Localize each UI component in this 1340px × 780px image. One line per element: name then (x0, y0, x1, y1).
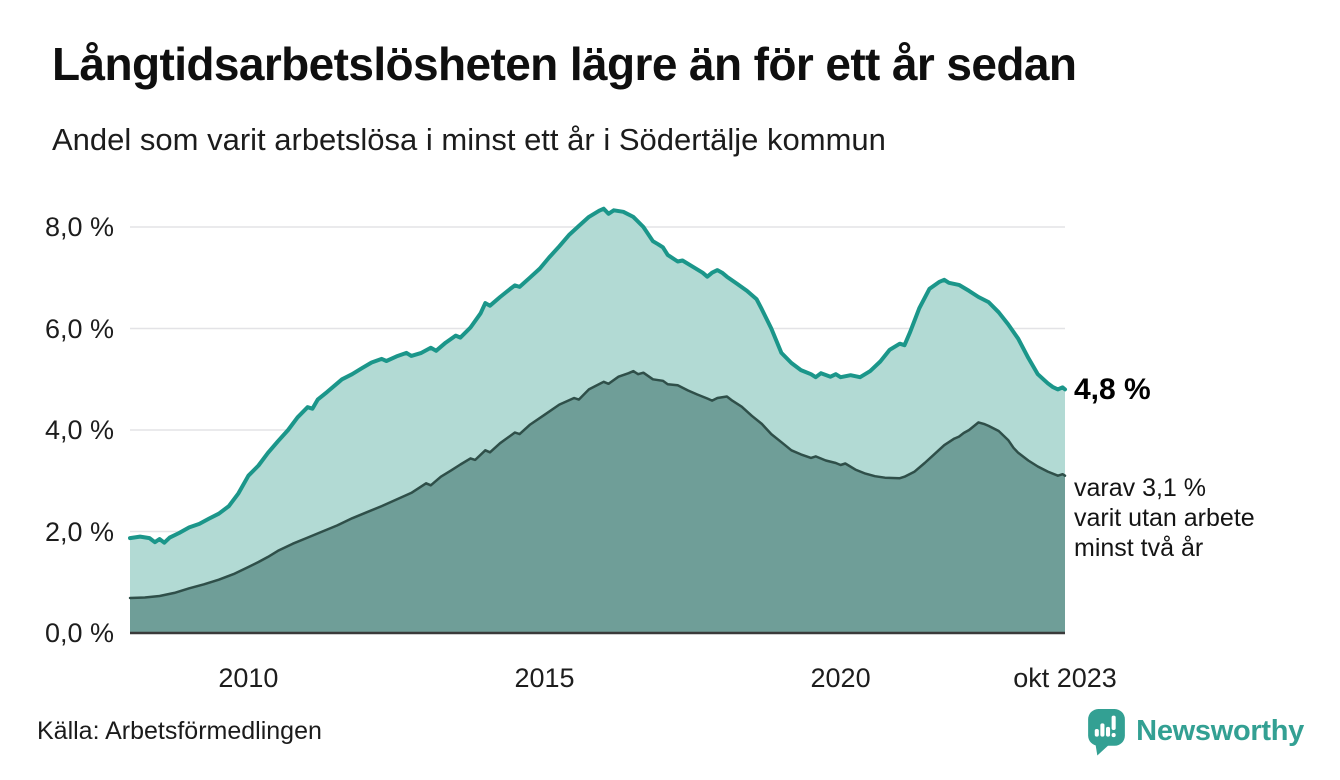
x-axis-tick-label: 2020 (810, 663, 871, 693)
x-axis-tick-label: 2015 (514, 663, 575, 693)
page-title: Långtidsarbetslösheten lägre än för ett … (52, 38, 1077, 90)
page-subtitle: Andel som varit arbetslösa i minst ett å… (52, 122, 886, 157)
logo-bar-1 (1094, 728, 1100, 737)
brand-logo: Newsworthy (1086, 707, 1304, 756)
y-axis-tick-label: 8,0 % (44, 212, 114, 242)
logo-bar-2 (1100, 723, 1105, 737)
x-axis-tick-label: 2010 (218, 663, 279, 693)
logo-bubble (1088, 709, 1126, 746)
annotation-secondary-value: varav 3,1 % varit utan arbete minst två … (1074, 474, 1255, 562)
y-axis-tick-label: 0,0 % (44, 618, 114, 648)
logo-bubble-tail (1095, 742, 1110, 756)
brand-name: Newsworthy (1136, 715, 1304, 747)
series-0-line (128, 206, 1067, 545)
y-axis-tick-label: 4,0 % (44, 415, 114, 445)
logo-exclamation-dot (1111, 733, 1116, 738)
annotation-latest-value: 4,8 % (1074, 373, 1151, 406)
source-note: Källa: Arbetsförmedlingen (37, 717, 322, 745)
x-axis-tick-label: okt 2023 (1013, 663, 1117, 693)
y-axis-tick-label: 2,0 % (44, 516, 114, 547)
newsworthy-speech-bubble-bar-chart-icon (1088, 709, 1126, 756)
logo-bar-3 (1106, 726, 1111, 737)
y-axis-tick-label: 6,0 % (44, 313, 114, 344)
series-1-area (130, 371, 1065, 633)
series-1-line (128, 369, 1067, 600)
logo-exclamation-stem (1111, 715, 1116, 730)
